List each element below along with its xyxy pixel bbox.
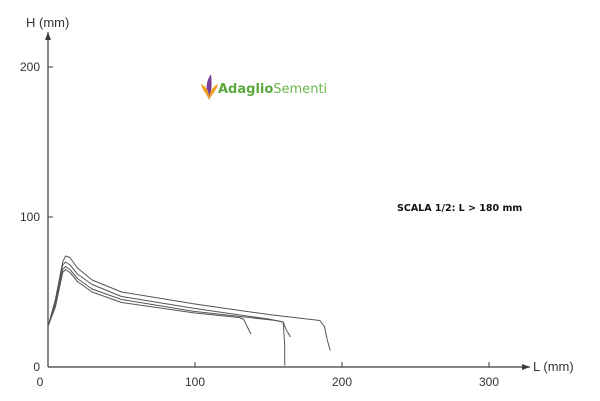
ticks: 0 100 200 300 0 100 200 (20, 60, 499, 389)
x-tick-label: 100 (185, 375, 205, 389)
logo-brand-strong: Adaglio (218, 82, 273, 97)
y-tick-label: 0 (33, 360, 40, 374)
y-tick-label: 200 (20, 60, 40, 74)
y-axis-arrow (45, 32, 51, 40)
scale-annotation: SCALA 1/2: L > 180 mm (397, 203, 522, 214)
series-line-3 (47, 266, 286, 366)
x-axis-label: L (mm) (533, 359, 574, 374)
y-tick-label: 100 (20, 210, 40, 224)
leaf-icon-orange (201, 84, 210, 100)
brand-logo: AdaglioSementi (201, 74, 327, 100)
series-group (47, 255, 331, 366)
x-axis-arrow (522, 364, 530, 370)
logo-brand-light: Sementi (273, 82, 327, 97)
axes: H (mm) L (mm) (26, 15, 574, 374)
leaf-icon-orange-right (209, 84, 218, 100)
y-axis-label: H (mm) (26, 15, 69, 30)
x-tick-label: 0 (37, 375, 44, 389)
logo-text: AdaglioSementi (218, 82, 327, 97)
x-tick-label: 200 (332, 375, 352, 389)
series-line-1 (47, 255, 331, 351)
series-line-4 (47, 269, 252, 335)
x-tick-label: 300 (479, 375, 499, 389)
